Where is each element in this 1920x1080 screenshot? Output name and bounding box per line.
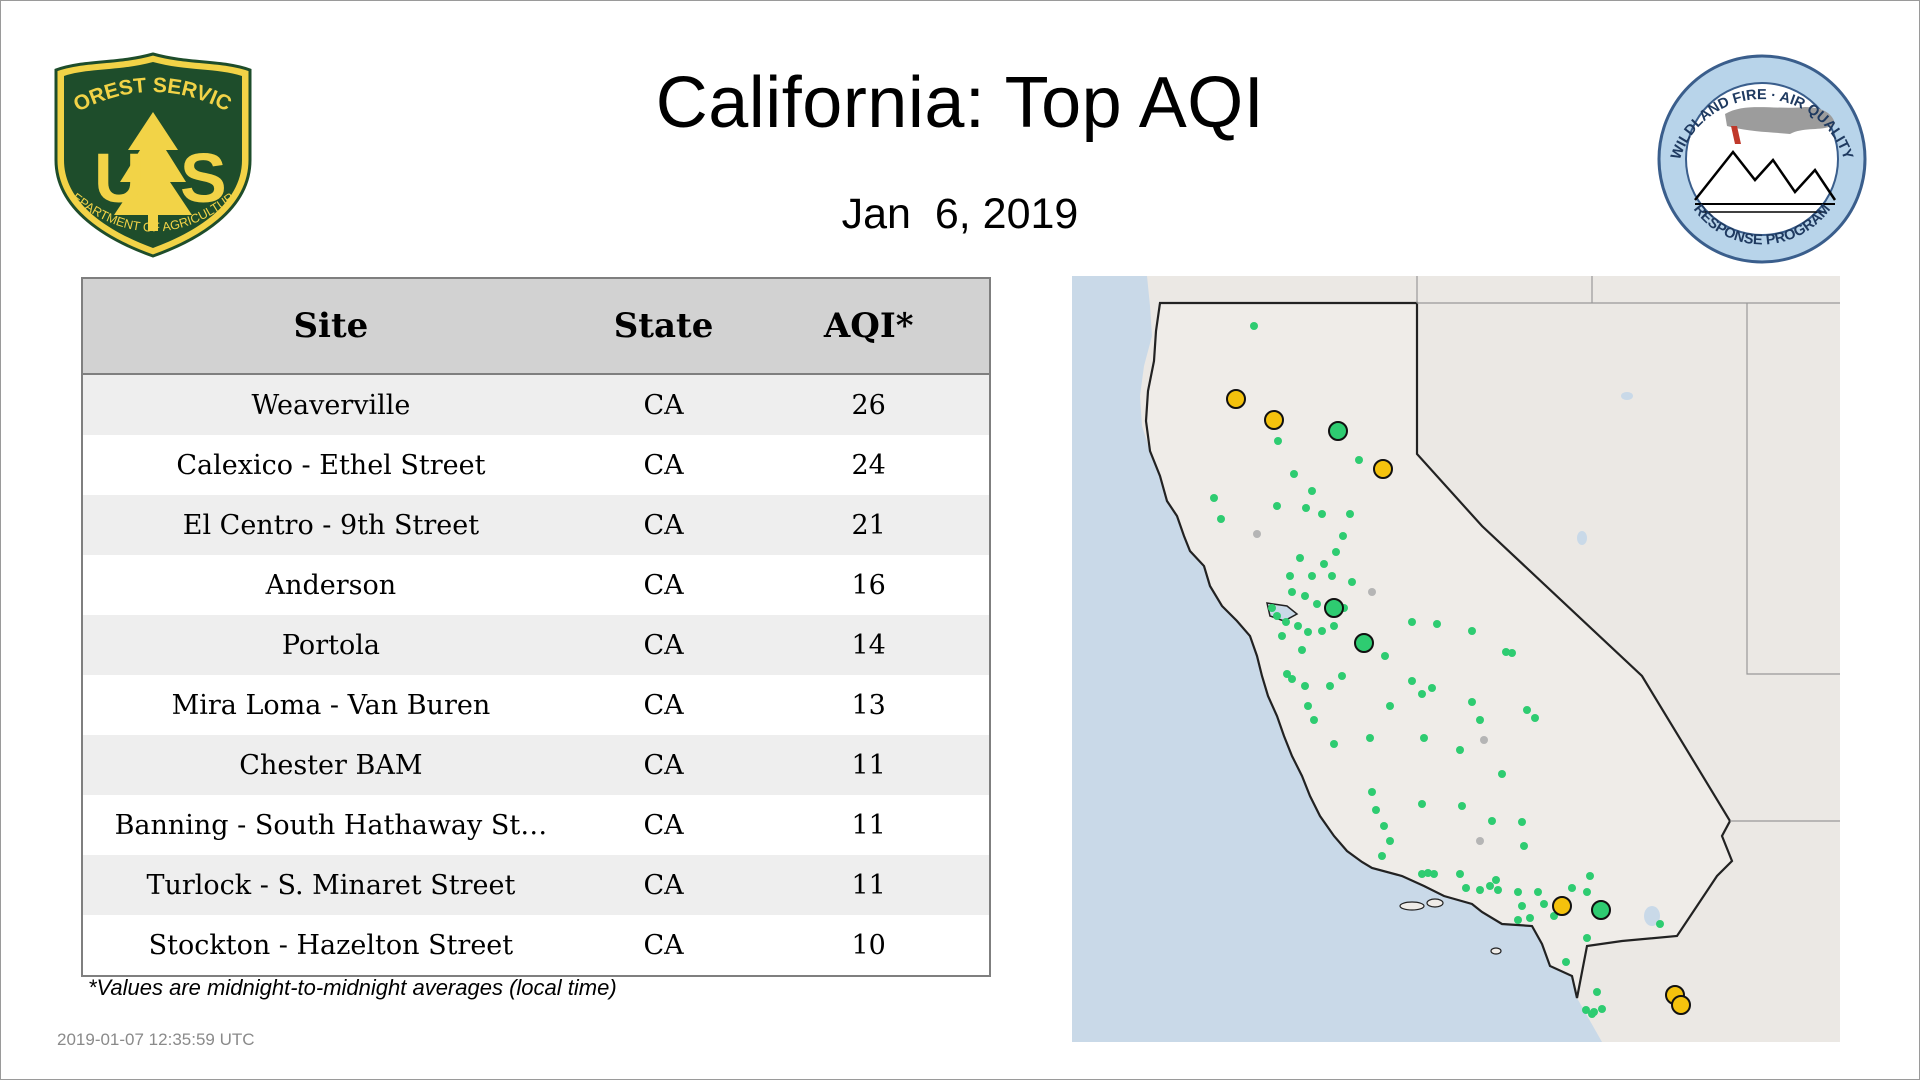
page-title: California: Top AQI: [655, 63, 1265, 143]
report-date: Jan 6, 2019: [841, 190, 1079, 238]
site-cell: Chester BAM: [82, 735, 579, 795]
state-cell: CA: [578, 374, 749, 435]
aqi-cell: 21: [748, 495, 990, 555]
state-cell: CA: [578, 495, 749, 555]
aqi-cell: 10: [748, 915, 990, 976]
aqi-cell: 14: [748, 615, 990, 675]
column-header-aqi: AQI*: [748, 278, 990, 375]
state-cell: CA: [578, 435, 749, 495]
state-cell: CA: [578, 675, 749, 735]
table-row: Calexico - Ethel Street CA 24: [82, 435, 990, 495]
site-cell: Weaverville: [82, 374, 579, 435]
aqi-cell: 11: [748, 795, 990, 855]
california-aqi-map: [1072, 276, 1840, 1042]
table-row: Turlock - S. Minaret Street CA 11: [82, 855, 990, 915]
state-cell: CA: [578, 615, 749, 675]
aqi-table: Site State AQI* Weaverville CA 26 Calexi…: [81, 277, 991, 977]
state-cell: CA: [578, 735, 749, 795]
table-row: Mira Loma - Van Buren CA 13: [82, 675, 990, 735]
aqi-cell: 26: [748, 374, 990, 435]
table-row: El Centro - 9th Street CA 21: [82, 495, 990, 555]
aqi-cell: 11: [748, 855, 990, 915]
site-cell: Turlock - S. Minaret Street: [82, 855, 579, 915]
site-cell: Calexico - Ethel Street: [82, 435, 579, 495]
table-row: Stockton - Hazelton Street CA 10: [82, 915, 990, 976]
table-row: Banning - South Hathaway St… CA 11: [82, 795, 990, 855]
site-cell: Anderson: [82, 555, 579, 615]
site-cell: Portola: [82, 615, 579, 675]
state-cell: CA: [578, 795, 749, 855]
site-cell: Banning - South Hathaway St…: [82, 795, 579, 855]
aqi-cell: 24: [748, 435, 990, 495]
aqi-cell: 13: [748, 675, 990, 735]
wildland-fire-logo: WILDLAND FIRE · AIR QUALITY RESPONSE PRO…: [1657, 54, 1867, 264]
site-cell: El Centro - 9th Street: [82, 495, 579, 555]
column-header-site: Site: [82, 278, 579, 375]
shield-letter-s: S: [180, 139, 227, 217]
state-cell: CA: [578, 555, 749, 615]
table-row: Weaverville CA 26: [82, 374, 990, 435]
table-row: Anderson CA 16: [82, 555, 990, 615]
site-cell: Stockton - Hazelton Street: [82, 915, 579, 976]
shield-letter-u: U: [94, 139, 145, 217]
generated-timestamp: 2019-01-07 12:35:59 UTC: [57, 1030, 255, 1049]
site-cell: Mira Loma - Van Buren: [82, 675, 579, 735]
table-row: Portola CA 14: [82, 615, 990, 675]
state-cell: CA: [578, 855, 749, 915]
state-cell: CA: [578, 915, 749, 976]
table-row: Chester BAM CA 11: [82, 735, 990, 795]
table-header-row: Site State AQI*: [82, 278, 990, 375]
aqi-cell: 16: [748, 555, 990, 615]
aqi-cell: 11: [748, 735, 990, 795]
monitor-markers: [1210, 322, 1691, 1018]
footnote: *Values are midnight-to-midnight average…: [88, 975, 617, 1000]
column-header-state: State: [578, 278, 749, 375]
